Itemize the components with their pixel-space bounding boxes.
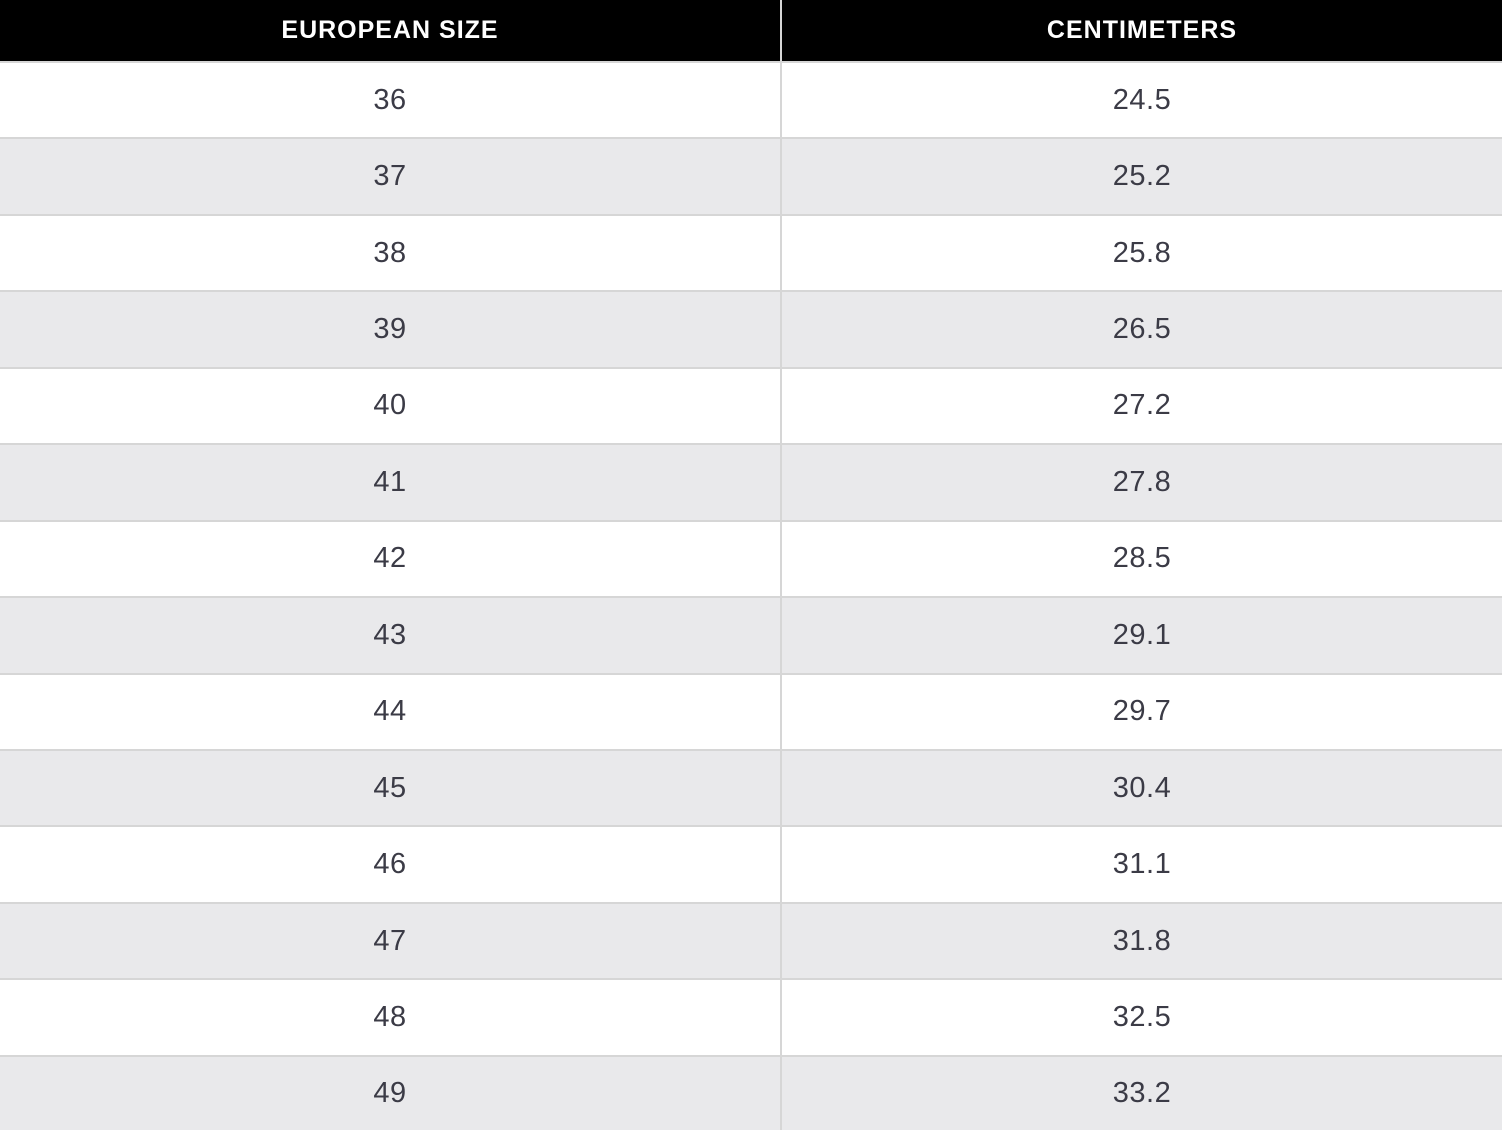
cm-cell: 24.5 <box>780 62 1502 139</box>
cm-cell: 33.2 <box>780 1055 1502 1130</box>
cm-cell: 27.8 <box>780 444 1502 521</box>
eu-size-cell: 40 <box>0 367 781 445</box>
eu-size-cell: 37 <box>0 138 781 215</box>
eu-size-cell: 42 <box>0 520 781 598</box>
eu-size-cell: 38 <box>0 214 781 292</box>
table-row: 37 25.2 <box>0 138 1502 215</box>
cm-cell: 30.4 <box>780 749 1502 827</box>
cm-cell: 29.7 <box>780 673 1502 750</box>
table-row: 43 29.1 <box>0 597 1502 674</box>
cm-cell: 25.2 <box>780 138 1502 215</box>
eu-size-cell: 48 <box>0 979 781 1056</box>
cm-cell: 27.2 <box>780 367 1502 445</box>
table-row: 38 25.8 <box>0 214 1502 292</box>
table-row: 42 28.5 <box>0 520 1502 598</box>
eu-size-cell: 36 <box>0 62 781 139</box>
eu-size-cell: 43 <box>0 597 781 674</box>
table-row: 36 24.5 <box>0 62 1502 139</box>
header-row: EUROPEAN SIZE CENTIMETERS <box>0 0 1502 62</box>
cm-cell: 25.8 <box>780 214 1502 292</box>
cm-cell: 31.1 <box>780 826 1502 903</box>
header-european-size: EUROPEAN SIZE <box>0 0 781 62</box>
eu-size-cell: 45 <box>0 749 781 827</box>
cm-cell: 26.5 <box>780 291 1502 368</box>
eu-size-cell: 46 <box>0 826 781 903</box>
eu-size-cell: 49 <box>0 1055 781 1130</box>
eu-size-cell: 39 <box>0 291 781 368</box>
table-row: 49 33.2 <box>0 1055 1502 1130</box>
table-row: 46 31.1 <box>0 826 1502 903</box>
table-row: 40 27.2 <box>0 367 1502 445</box>
table-row: 47 31.8 <box>0 902 1502 980</box>
cm-cell: 31.8 <box>780 902 1502 980</box>
cm-cell: 29.1 <box>780 597 1502 674</box>
table-row: 44 29.7 <box>0 673 1502 750</box>
cm-cell: 28.5 <box>780 520 1502 598</box>
eu-size-cell: 47 <box>0 902 781 980</box>
table-row: 48 32.5 <box>0 979 1502 1056</box>
header-centimeters: CENTIMETERS <box>780 0 1502 62</box>
cm-cell: 32.5 <box>780 979 1502 1056</box>
table-row: 45 30.4 <box>0 749 1502 827</box>
table-row: 39 26.5 <box>0 291 1502 368</box>
eu-size-cell: 41 <box>0 444 781 521</box>
table-body: 36 24.5 37 25.2 38 25.8 39 26.5 40 27.2 … <box>0 62 1502 1130</box>
eu-size-cell: 44 <box>0 673 781 750</box>
table-header: EUROPEAN SIZE CENTIMETERS <box>0 0 1502 62</box>
table-row: 41 27.8 <box>0 444 1502 521</box>
